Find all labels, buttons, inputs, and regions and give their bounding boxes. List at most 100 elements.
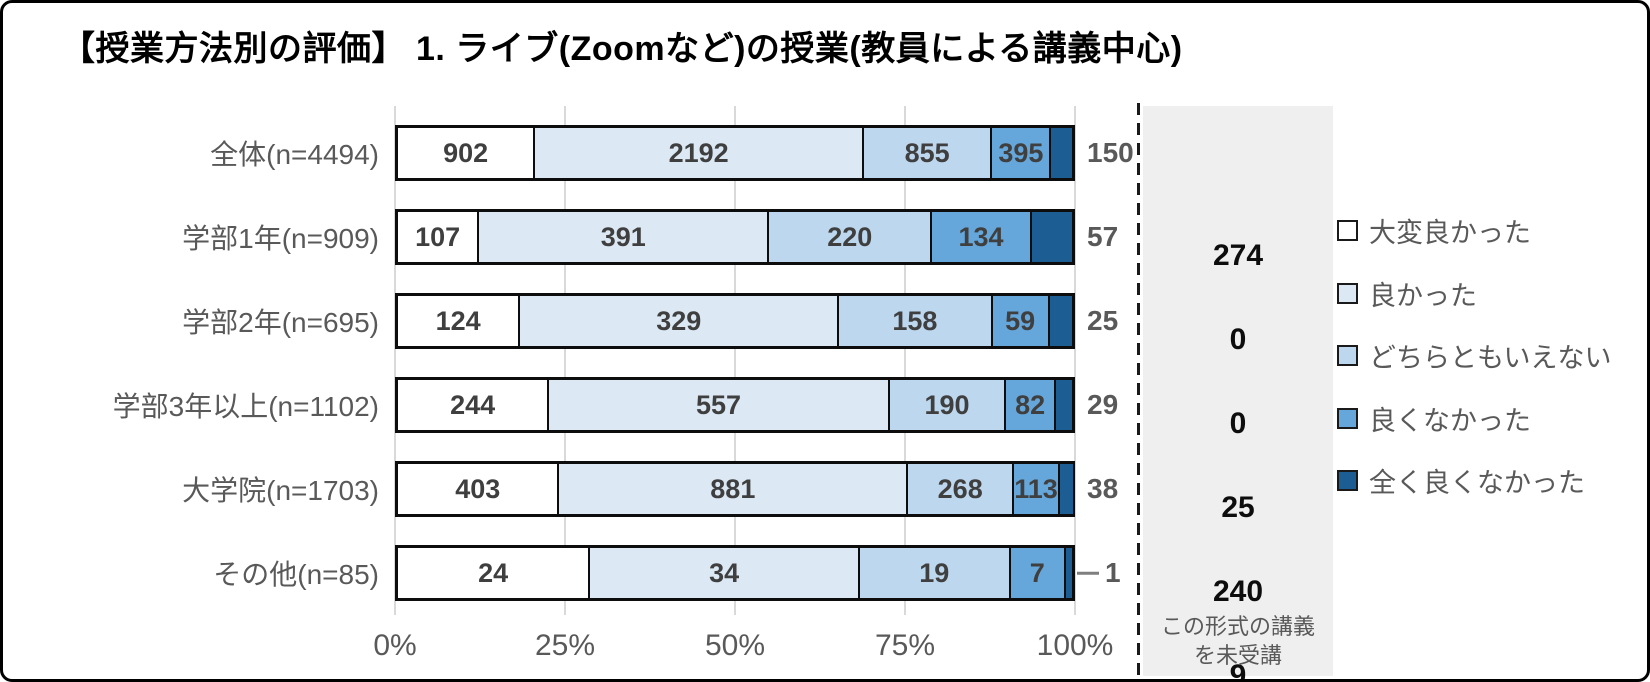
- not-attended-value: 0: [1229, 407, 1247, 440]
- bar-segment: 855: [862, 128, 991, 178]
- segment-value-label: 24: [478, 557, 509, 588]
- gridline: [734, 106, 736, 615]
- dashed-separator: [1137, 103, 1140, 676]
- outside-value-label: 25: [1087, 305, 1119, 336]
- x-axis-tick-label: 75%: [874, 629, 936, 662]
- bar-segment: 19: [857, 548, 1009, 598]
- bar-segment: [1064, 548, 1072, 598]
- category-label: 学部1年(n=909): [182, 223, 379, 254]
- legend-swatch-icon: [1337, 469, 1358, 491]
- segment-value-label: 82: [1015, 389, 1046, 420]
- segment-value-label: 391: [600, 221, 646, 252]
- bar-segment: 391: [477, 212, 768, 262]
- segment-value-label: 7: [1029, 557, 1045, 588]
- bar-row: 107 391 220 134: [395, 209, 1075, 265]
- legend-label: 良かった: [1369, 280, 1477, 311]
- category-label: 全体(n=4494): [210, 139, 379, 170]
- bar-segment: 158: [837, 296, 991, 346]
- segment-value-label: 2192: [668, 137, 729, 168]
- bar-segment: 190: [887, 380, 1005, 430]
- legend-item: どちらともいえない: [1337, 339, 1611, 373]
- bar-segment: [1057, 464, 1073, 514]
- segment-value-label: 158: [892, 305, 938, 336]
- bar-segment: 2192: [533, 128, 863, 178]
- outside-value-label: 150: [1087, 137, 1134, 168]
- segment-value-label: 124: [435, 305, 481, 336]
- segment-value-label: 107: [415, 221, 461, 252]
- bar-segment: 7: [1008, 548, 1065, 598]
- segment-value-label: 403: [455, 473, 501, 504]
- bar-segment: 113: [1012, 464, 1058, 514]
- x-axis-tick-label: 0%: [373, 629, 417, 662]
- bar-segment: 134: [930, 212, 1030, 262]
- segment-value-label: 220: [827, 221, 873, 252]
- category-label: 大学院(n=1703): [182, 475, 379, 506]
- legend-item: 良くなかった: [1337, 402, 1531, 436]
- bar-segment: 403: [398, 464, 558, 514]
- segment-value-label: 34: [709, 557, 740, 588]
- bar-segment: 268: [906, 464, 1013, 514]
- chart-title: 【授業方法別の評価】 1. ライブ(Zoomなど)の授業(教員による講義中心): [61, 30, 1183, 68]
- segment-value-label: 244: [450, 389, 496, 420]
- bar-segment: 24: [398, 548, 589, 598]
- outside-value-label: 29: [1087, 389, 1119, 420]
- bar-row: 403 881 268 113: [395, 461, 1075, 517]
- bar-segment: [1047, 296, 1072, 346]
- not-attended-value: 240: [1212, 575, 1264, 608]
- legend-swatch-icon: [1337, 219, 1358, 241]
- segment-value-label: 134: [958, 221, 1004, 252]
- not-attended-footer: この形式の講義 を未受講: [1143, 612, 1333, 671]
- segment-value-label: 902: [443, 137, 489, 168]
- not-attended-value: 9: [1229, 659, 1247, 682]
- bar-row: 902 2192 855 395: [395, 125, 1075, 181]
- leader-line: [1077, 571, 1099, 575]
- outside-value-label: 1: [1105, 557, 1121, 588]
- segment-value-label: 113: [1014, 473, 1058, 504]
- segment-value-label: 59: [1005, 305, 1036, 336]
- bar-segment: [1054, 380, 1072, 430]
- segment-value-label: 881: [710, 473, 756, 504]
- bar-segment: 557: [547, 380, 888, 430]
- legend-item: 全く良くなかった: [1337, 464, 1585, 498]
- not-attended-footer-line1: この形式の講義: [1160, 613, 1315, 639]
- not-attended-value: 0: [1229, 323, 1247, 356]
- category-label: その他(n=85): [213, 559, 379, 590]
- legend-label: どちらともいえない: [1369, 342, 1612, 373]
- gridline: [564, 106, 566, 615]
- bar-row: 24 34 19 7: [395, 545, 1075, 601]
- outside-value-label: 57: [1087, 221, 1119, 252]
- legend-label: 全く良くなかった: [1369, 467, 1585, 498]
- legend-item: 良かった: [1337, 277, 1477, 311]
- segment-value-label: 329: [656, 305, 702, 336]
- bar-row: 124 329 158 59: [395, 293, 1075, 349]
- bar-segment: 902: [398, 128, 534, 178]
- bar-segment: 395: [990, 128, 1050, 178]
- bar-segment: [1049, 128, 1072, 178]
- not-attended-panel: 274 0 0 25 240 9 この形式の講義 を未受講: [1143, 106, 1333, 679]
- not-attended-value: 274: [1212, 239, 1264, 272]
- legend-item: 大変良かった: [1337, 214, 1531, 248]
- bar-segment: 124: [398, 296, 519, 346]
- segment-value-label: 557: [696, 389, 742, 420]
- bar-segment: 220: [767, 212, 931, 262]
- bar-segment: [1029, 212, 1072, 262]
- bar-segment: 244: [398, 380, 548, 430]
- gridline: [1074, 106, 1076, 615]
- segment-value-label: 190: [924, 389, 970, 420]
- segment-value-label: 19: [919, 557, 950, 588]
- legend-swatch-icon: [1337, 282, 1358, 304]
- segment-value-label: 268: [937, 473, 983, 504]
- segment-value-label: 855: [904, 137, 950, 168]
- bar-segment: 34: [588, 548, 858, 598]
- bar-segment: 881: [557, 464, 907, 514]
- legend-label: 良くなかった: [1369, 405, 1531, 436]
- bar-segment: 107: [398, 212, 478, 262]
- x-axis-tick-label: 100%: [1036, 629, 1114, 662]
- gridline: [394, 106, 396, 615]
- not-attended-value: 25: [1221, 491, 1255, 524]
- bar-row: 244 557 190 82: [395, 377, 1075, 433]
- segment-value-label: 395: [998, 137, 1044, 168]
- category-label: 学部3年以上(n=1102): [112, 391, 379, 422]
- bar-segment: 329: [518, 296, 838, 346]
